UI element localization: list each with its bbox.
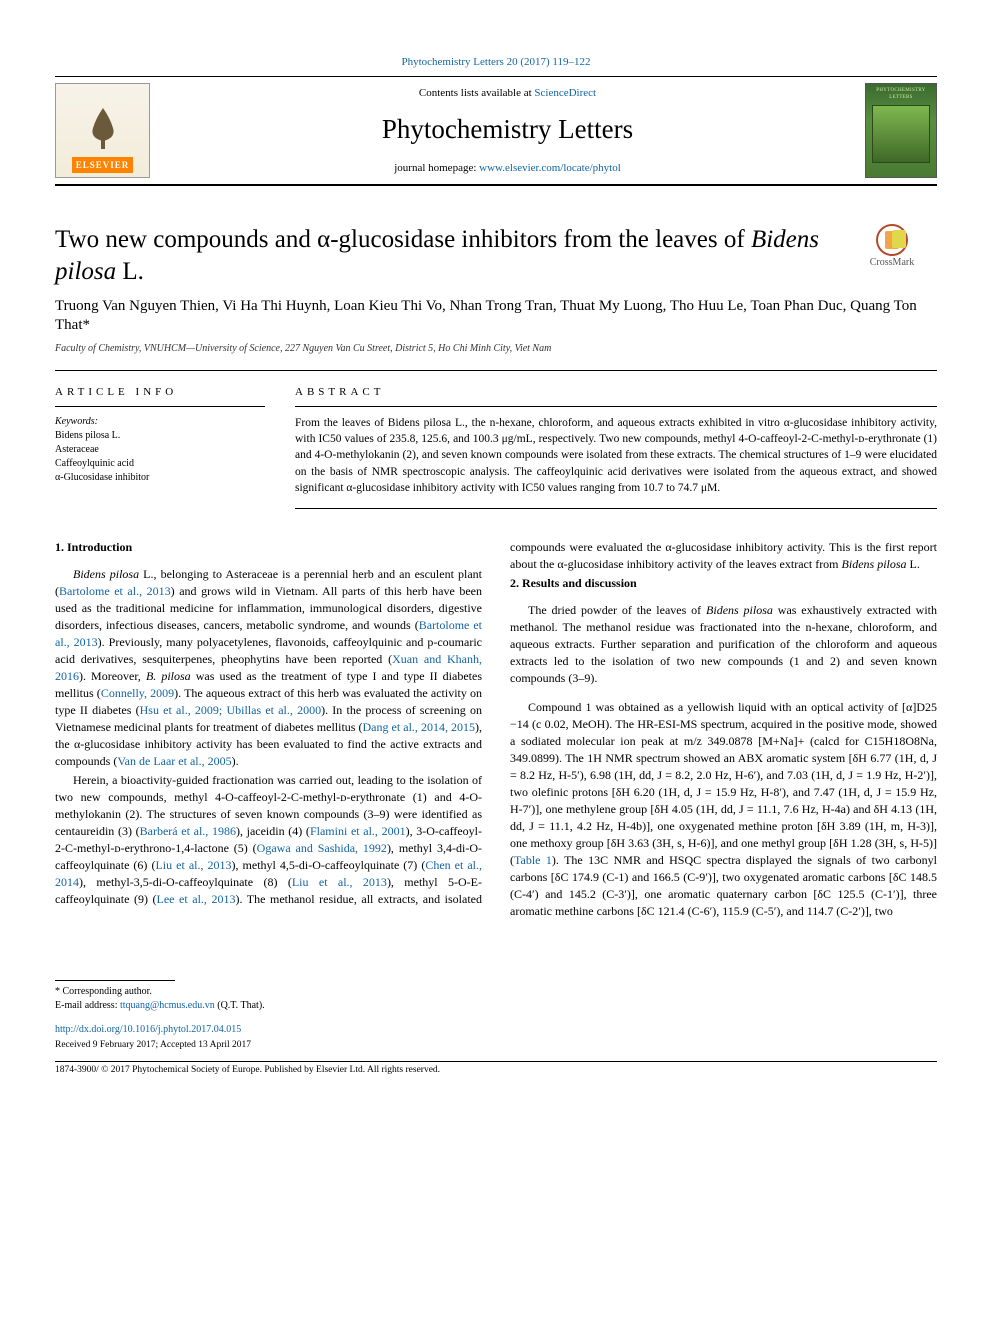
- cover-title: PHYTOCHEMISTRY LETTERS: [866, 87, 936, 101]
- paragraph: Bidens pilosa L., belonging to Asteracea…: [55, 566, 482, 770]
- footnote-rule: [55, 980, 175, 981]
- citation-link[interactable]: Connelly, 2009: [101, 686, 174, 700]
- table-link[interactable]: Table 1: [514, 853, 552, 867]
- keyword: α-Glucosidase inhibitor: [55, 471, 265, 485]
- journal-homepage-link[interactable]: www.elsevier.com/locate/phytol: [479, 162, 621, 174]
- citation-link[interactable]: Van de Laar et al., 2005: [117, 754, 231, 768]
- article-footer: * Corresponding author. E-mail address: …: [55, 980, 937, 1077]
- keywords-list: Bidens pilosa L. Asteraceae Caffeoylquin…: [55, 429, 265, 485]
- doi-link[interactable]: http://dx.doi.org/10.1016/j.phytol.2017.…: [55, 1023, 937, 1037]
- citation-link[interactable]: Lee et al., 2013: [157, 892, 236, 906]
- author-list: Truong Van Nguyen Thien, Vi Ha Thi Huynh…: [55, 297, 937, 336]
- citation-link[interactable]: Flamini et al., 2001: [310, 824, 406, 838]
- article-body: 1. Introduction Bidens pilosa L., belong…: [55, 539, 937, 921]
- divider: [55, 370, 937, 371]
- journal-name: Phytochemistry Letters: [150, 111, 865, 149]
- paragraph: The dried powder of the leaves of Bidens…: [510, 602, 937, 687]
- abstract-text: From the leaves of Bidens pilosa L., the…: [295, 415, 937, 495]
- crossmark-icon: [876, 224, 908, 256]
- paragraph: Compound 1 was obtained as a yellowish l…: [510, 699, 937, 920]
- citation-link[interactable]: Ogawa and Sashida, 1992: [257, 841, 387, 855]
- email-link[interactable]: ttquang@hcmus.edu.vn: [120, 1000, 215, 1011]
- citation-link[interactable]: Barberá et al., 1986: [140, 824, 236, 838]
- citation-link[interactable]: Dang et al., 2014, 2015: [363, 720, 475, 734]
- corresponding-author: * Corresponding author. E-mail address: …: [55, 985, 937, 1013]
- article-title: Two new compounds and α-glucosidase inhi…: [55, 224, 829, 287]
- keyword: Bidens pilosa L.: [55, 429, 265, 443]
- crossmark-badge[interactable]: CrossMark: [847, 224, 937, 270]
- elsevier-tree-icon: [78, 103, 128, 153]
- keyword: Caffeoylquinic acid: [55, 457, 265, 471]
- journal-header: ELSEVIER Contents lists available at Sci…: [55, 76, 937, 186]
- section-heading-results: 2. Results and discussion: [510, 575, 937, 592]
- citation-link[interactable]: Liu et al., 2013: [155, 858, 231, 872]
- contents-available: Contents lists available at ScienceDirec…: [150, 86, 865, 101]
- affiliation: Faculty of Chemistry, VNUHCM—University …: [55, 342, 937, 356]
- keywords-label: Keywords:: [55, 415, 265, 429]
- journal-citation[interactable]: Phytochemistry Letters 20 (2017) 119–122: [55, 55, 937, 70]
- journal-cover-thumb[interactable]: PHYTOCHEMISTRY LETTERS: [865, 83, 937, 178]
- elsevier-logo[interactable]: ELSEVIER: [55, 83, 150, 178]
- elsevier-wordmark: ELSEVIER: [72, 157, 134, 174]
- journal-homepage: journal homepage: www.elsevier.com/locat…: [150, 161, 865, 176]
- divider: [295, 508, 937, 509]
- citation-link[interactable]: Bartolome et al., 2013: [59, 584, 171, 598]
- article-dates: Received 9 February 2017; Accepted 13 Ap…: [55, 1039, 937, 1052]
- copyright: 1874-3900/ © 2017 Phytochemical Society …: [55, 1061, 937, 1077]
- crossmark-label: CrossMark: [870, 256, 914, 270]
- article-info-heading: ARTICLE INFO: [55, 385, 265, 407]
- sciencedirect-link[interactable]: ScienceDirect: [534, 87, 596, 99]
- section-heading-introduction: 1. Introduction: [55, 539, 482, 556]
- citation-link[interactable]: Hsu et al., 2009; Ubillas et al., 2000: [140, 703, 321, 717]
- keyword: Asteraceae: [55, 443, 265, 457]
- cover-image-icon: [872, 105, 930, 163]
- abstract-heading: ABSTRACT: [295, 385, 937, 407]
- citation-link[interactable]: Liu et al., 2013: [292, 875, 387, 889]
